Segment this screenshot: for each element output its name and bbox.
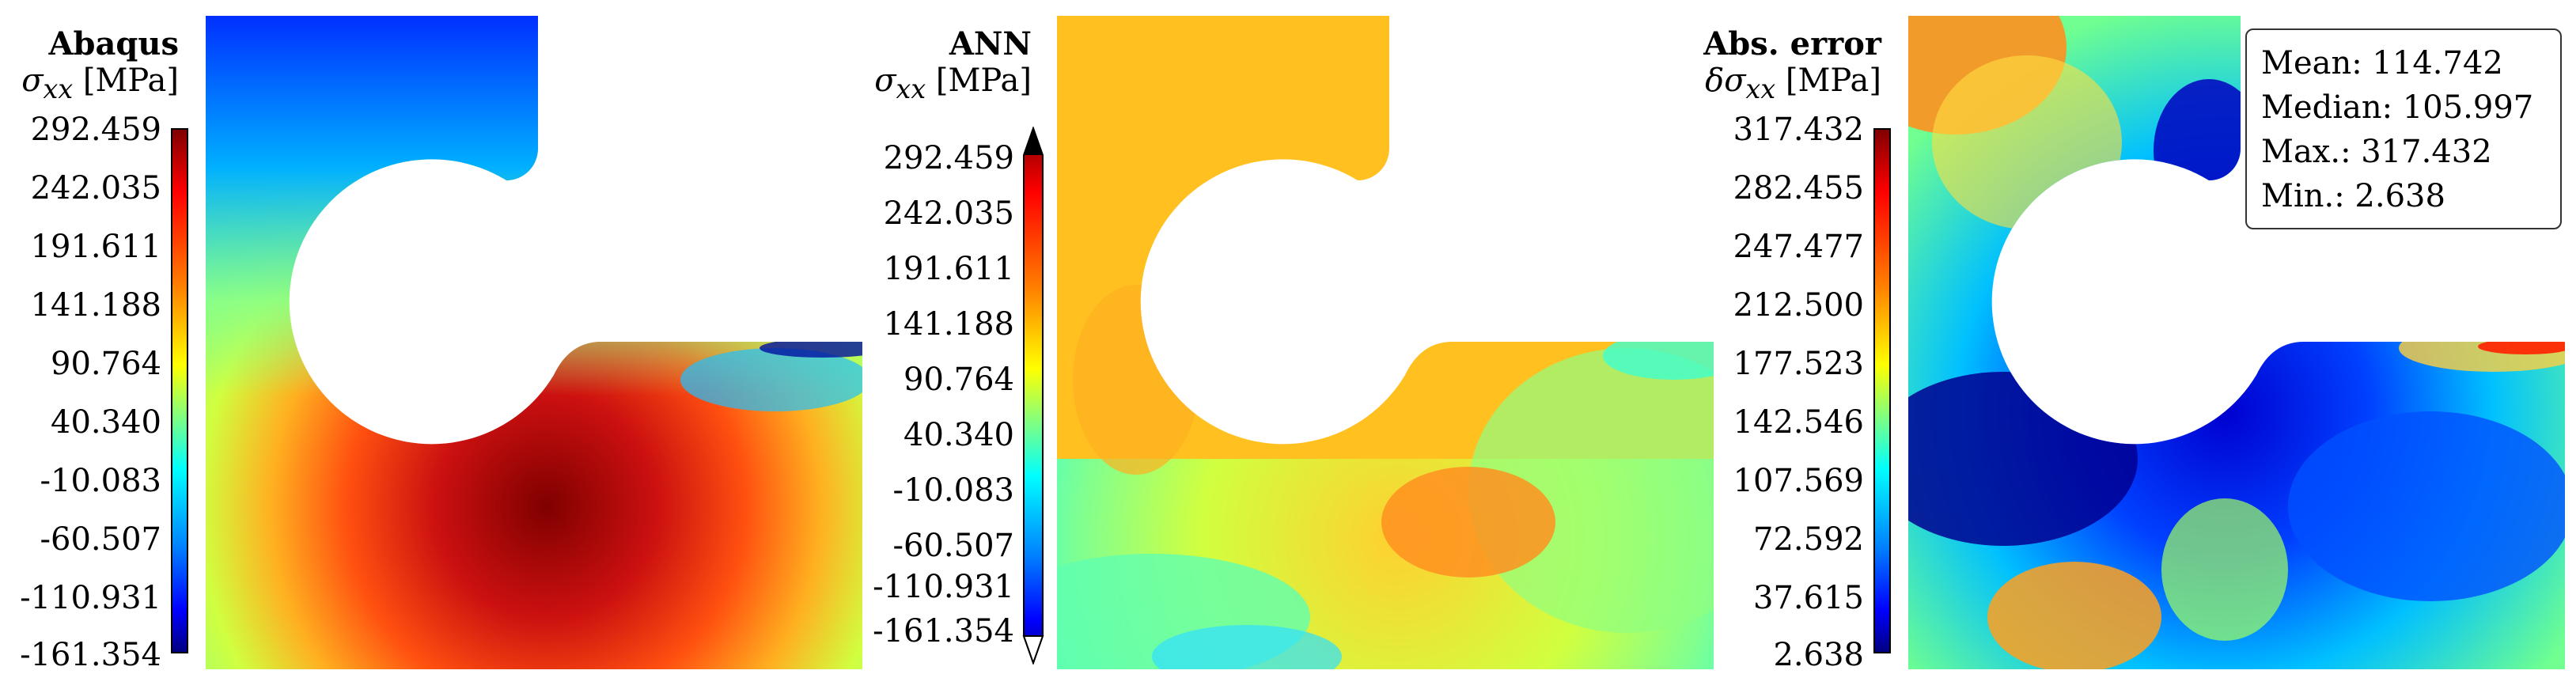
stat-min: Min.: 2.638 [2261,178,2445,214]
tick-label: -161.354 [20,637,161,673]
colorbar-ann [1022,127,1044,665]
tick-label: 242.035 [883,195,1014,232]
tick-label: -10.083 [892,472,1014,509]
tick-label: 2.638 [1773,637,1864,673]
contour-plot-abaqus [206,16,862,669]
stat-max: Max.: 317.432 [2261,134,2492,170]
stat-median: Median: 105.997 [2261,89,2534,126]
tick-label: -110.931 [20,580,161,616]
tick-label: 292.459 [30,112,161,148]
tick-label: 40.340 [51,404,161,441]
tick-label: -110.931 [873,569,1014,605]
tick-label: 72.592 [1753,521,1864,558]
quantity-unit: [MPa] [1785,62,1881,99]
tick-label: 282.455 [1733,170,1864,206]
contour-plot-ann [1057,16,1714,669]
colorbar-abs-error [1873,128,1891,653]
quantity-label-abaqus: σxx [MPa] [0,65,179,102]
colorbar-abaqus [171,128,188,653]
quantity-symbol: σ [874,62,896,99]
tick-label: 90.764 [903,362,1014,398]
tick-label: 90.764 [51,346,161,382]
tick-label: -161.354 [873,613,1014,649]
tick-label: 317.432 [1733,112,1864,148]
tick-label: 177.523 [1733,346,1864,382]
panel-title-abaqus: Abaqus [48,25,180,62]
tick-label: 212.500 [1733,287,1864,324]
quantity-symbol: δσ [1705,62,1746,99]
stat-mean: Mean: 114.742 [2261,45,2503,81]
quantity-subscript: xx [1745,74,1776,104]
tick-label: -60.507 [40,521,161,558]
tick-label: -60.507 [892,528,1014,564]
tick-label: 142.546 [1733,404,1864,441]
tick-label: 141.188 [883,306,1014,343]
quantity-label-abs-error: δσxx [MPa] [1646,65,1881,102]
quantity-unit: [MPa] [82,62,179,99]
tick-label: 191.611 [30,229,161,265]
panel-title-abs-error: Abs. error [1703,25,1881,62]
panel-title-ann: ANN [949,25,1032,62]
tick-label: -10.083 [40,463,161,499]
tick-label: 141.188 [30,287,161,324]
error-statistics-box: Mean: 114.742 Median: 105.997 Max.: 317.… [2245,28,2562,229]
quantity-unit: [MPa] [935,62,1032,99]
quantity-subscript: xx [43,74,74,104]
quantity-symbol: σ [21,62,44,99]
tick-label: 242.035 [30,170,161,206]
tick-label: 247.477 [1733,229,1864,265]
quantity-label-ann: σxx [MPa] [854,65,1032,102]
tick-label: 107.569 [1733,463,1864,499]
tick-label: 191.611 [883,251,1014,287]
quantity-subscript: xx [896,74,926,104]
tick-label: 292.459 [883,140,1014,176]
tick-label: 37.615 [1753,580,1864,616]
tick-label: 40.340 [903,417,1014,453]
